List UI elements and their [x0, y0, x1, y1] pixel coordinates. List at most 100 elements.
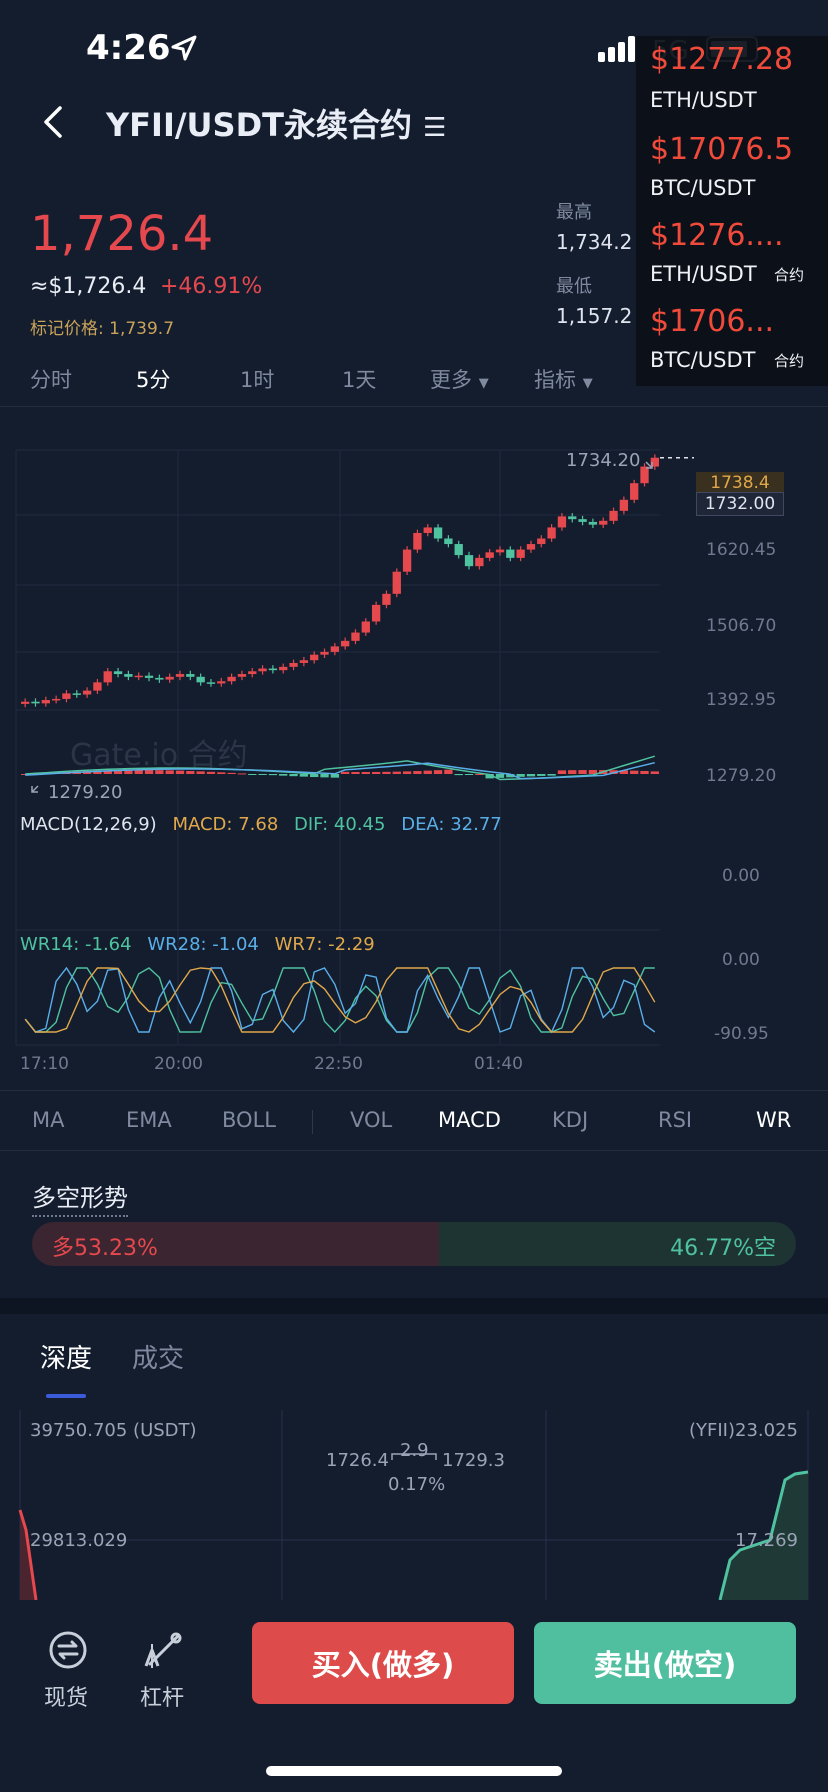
menu-icon: ☰	[423, 113, 447, 143]
leverage-button[interactable]: 杠杆	[140, 1630, 192, 1720]
mark-price: 标记价格: 1,739.7	[30, 319, 175, 339]
spot-label: 现货	[44, 1686, 89, 1711]
x-tick-label: 22:50	[314, 1054, 363, 1074]
candle	[433, 527, 443, 539]
tab-more[interactable]: 更多 ▼	[430, 364, 489, 394]
candle	[93, 682, 102, 691]
tab-separator	[312, 1110, 313, 1134]
tab-macd[interactable]: MACD	[438, 1108, 501, 1132]
watch-price: $1706...	[650, 304, 775, 339]
low-marker-arrow	[31, 785, 39, 793]
tab-kdj[interactable]: KDJ	[552, 1108, 589, 1132]
candle	[258, 668, 267, 672]
macd-bar	[475, 773, 484, 775]
macd-bar	[454, 774, 463, 776]
tab-trades[interactable]: 成交	[132, 1344, 185, 1374]
macd-bar	[93, 770, 102, 774]
tab-depth[interactable]: 深度	[40, 1344, 93, 1374]
back-icon[interactable]	[36, 104, 72, 140]
kline-chart[interactable]: Gate.io 合约	[0, 420, 828, 1080]
macd-bar	[588, 770, 598, 774]
page-title[interactable]: YFII/USDT永续合约 ☰	[106, 100, 446, 146]
x-tick-label: 20:00	[154, 1054, 203, 1074]
contract-tag: 合约	[774, 352, 805, 370]
depth-chart[interactable]	[0, 1410, 828, 1600]
candle	[382, 593, 391, 605]
macd-bar	[495, 774, 505, 778]
candle	[413, 532, 422, 550]
candle	[619, 499, 629, 511]
depth-top-right: (YFII)23.025	[689, 1420, 798, 1441]
watch-price: $17076.5	[650, 132, 794, 167]
buy-long-button[interactable]: 买入(做多)	[252, 1622, 514, 1704]
sell-short-button[interactable]: 卖出(做空)	[534, 1622, 796, 1704]
candle	[495, 549, 505, 553]
macd-bar	[413, 771, 422, 774]
candle	[31, 701, 40, 704]
macd-bar	[341, 771, 350, 774]
tab-indicators[interactable]: 指标 ▼	[534, 364, 593, 394]
high-value: 1,734.2	[556, 230, 633, 254]
macd-params: MACD(12,26,9)	[20, 814, 157, 835]
tab-indicators-label: 指标	[534, 368, 576, 392]
chevron-down-icon: ▼	[582, 376, 593, 391]
macd-bar	[134, 770, 143, 774]
candle	[650, 457, 659, 467]
wr14-line	[24, 967, 655, 1034]
depth-mid-right: 17.269	[735, 1530, 798, 1551]
candle	[444, 538, 453, 545]
depth-spread-pct: 0.17%	[388, 1474, 446, 1495]
macd-bar	[227, 772, 236, 774]
candle	[268, 668, 278, 671]
tab-vol[interactable]: VOL	[350, 1108, 393, 1132]
tab-5min[interactable]: 5分	[136, 368, 171, 392]
candle	[330, 646, 339, 652]
status-time: 4:26	[86, 28, 171, 68]
floating-watchlist[interactable]: $1277.28 ETH/USDT $17076.5 BTC/USDT $127…	[636, 36, 828, 386]
current-price-tag-top: 1738.4	[696, 472, 784, 494]
sentiment-title[interactable]: 多空形势	[32, 1178, 128, 1217]
macd-bar	[402, 771, 412, 774]
macd-bar	[320, 774, 329, 778]
candle	[423, 527, 432, 533]
macd-panel	[21, 755, 659, 781]
candle	[124, 674, 133, 677]
candle	[289, 662, 298, 667]
macd-bar	[289, 774, 298, 777]
candle	[165, 676, 174, 680]
macd-bar	[361, 772, 370, 774]
candle	[464, 555, 474, 567]
scale-icon	[144, 1632, 182, 1668]
candle	[588, 521, 598, 525]
change-percent: +46.91%	[160, 274, 263, 299]
candle	[134, 675, 143, 678]
macd-bar	[113, 770, 123, 774]
tab-wr[interactable]: WR	[756, 1108, 792, 1132]
high-marker-label: 1734.20	[566, 450, 641, 471]
candle	[599, 520, 608, 525]
macd-bar	[371, 771, 381, 774]
candle	[320, 651, 329, 655]
candle	[371, 604, 381, 622]
tab-rsi[interactable]: RSI	[658, 1108, 693, 1132]
wr-panel	[24, 966, 656, 1034]
tab-1day[interactable]: 1天	[342, 368, 377, 392]
chart-grid	[15, 449, 660, 1046]
depth-ask: 1729.3	[442, 1450, 505, 1471]
tab-ma[interactable]: MA	[32, 1108, 65, 1132]
macd-bar	[630, 770, 639, 774]
dif-value: DIF: 40.45	[294, 814, 386, 835]
macd-bar	[330, 774, 339, 778]
tab-boll[interactable]: BOLL	[222, 1108, 276, 1132]
candle	[630, 483, 639, 500]
macd-bar	[537, 774, 546, 776]
spot-button[interactable]: 现货	[44, 1630, 92, 1720]
candle	[217, 681, 226, 684]
high-marker-arrow	[645, 461, 653, 469]
tab-1hour[interactable]: 1时	[240, 368, 275, 392]
macd-bar	[640, 770, 649, 774]
tab-ema[interactable]: EMA	[126, 1108, 172, 1132]
candle	[516, 549, 525, 558]
tab-timeshare[interactable]: 分时	[30, 368, 72, 392]
chevron-down-icon: ▼	[478, 376, 489, 391]
